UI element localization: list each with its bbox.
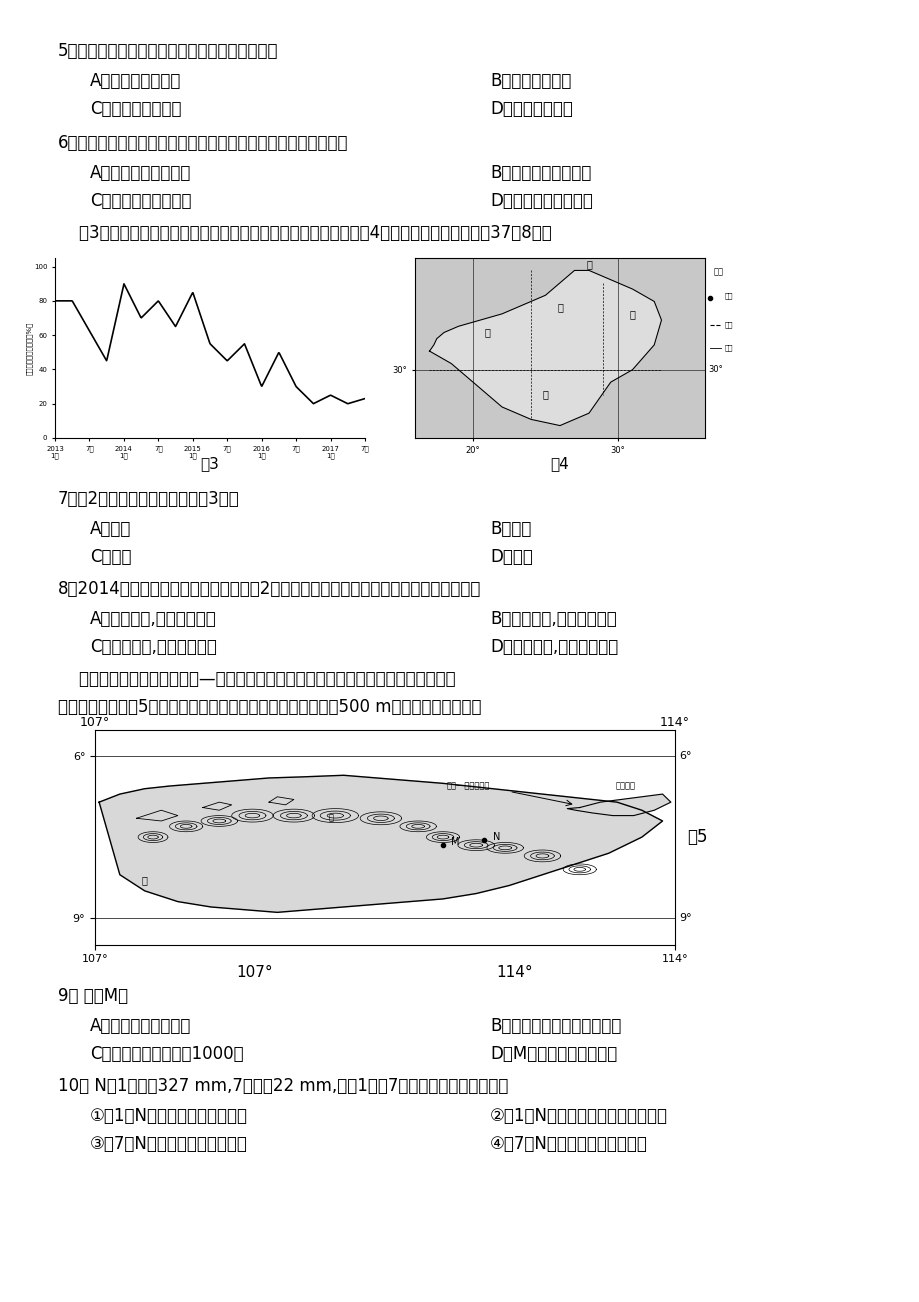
Text: 首都: 首都: [724, 293, 732, 299]
Text: 省界: 省界: [724, 345, 732, 352]
Text: C．大幅度提高养老金: C．大幅度提高养老金: [90, 191, 191, 210]
Text: C．海拔最高点不低于1000米: C．海拔最高点不低于1000米: [90, 1046, 244, 1062]
Text: B．乙省: B．乙省: [490, 519, 531, 538]
Text: 中国援建印度尼西亚的泗水—马都拉大桥是东南亚最大的跨海大桥，大桥连接爬哇岛: 中国援建印度尼西亚的泗水—马都拉大桥是东南亚最大的跨海大桥，大桥连接爬哇岛: [58, 669, 455, 687]
Text: A．向斜形成的褖纹山: A．向斜形成的褖纹山: [90, 1017, 191, 1035]
Text: A．人口扔养比较高: A．人口扔养比较高: [90, 72, 181, 90]
Text: C．男性劳动技能低: C．男性劳动技能低: [90, 100, 181, 118]
Text: 丙: 丙: [629, 309, 635, 319]
Text: 马都拉岛: 马都拉岛: [615, 781, 635, 790]
Text: 丁: 丁: [542, 389, 548, 400]
Text: D．家庭总收入低: D．家庭总收入低: [490, 100, 573, 118]
Text: A．甲省: A．甲省: [90, 519, 131, 538]
Text: 国界: 国界: [724, 322, 732, 328]
Polygon shape: [429, 271, 661, 426]
Text: D．丁省: D．丁省: [490, 548, 532, 565]
Text: B．岩层断裂形成的块状山地: B．岩层断裂形成的块状山地: [490, 1017, 620, 1035]
Text: 30°: 30°: [707, 366, 721, 374]
Text: B．蜗发加强,水分大量丧失: B．蜗发加强,水分大量丧失: [490, 609, 616, 628]
Text: 10． N地1月降水327 mm,7月降水22 mm,造成1月和7月降水差异的主要原因有: 10． N地1月降水327 mm,7月降水22 mm,造成1月和7月降水差异的主…: [58, 1077, 508, 1095]
Text: B．身体素质较好: B．身体素质较好: [490, 72, 571, 90]
Text: 图例: 图例: [713, 267, 723, 276]
Text: ③．7月N地受干燥的东北风影响: ③．7月N地受干燥的东北风影响: [90, 1135, 247, 1154]
Text: 107°: 107°: [80, 716, 110, 729]
Text: 图4: 图4: [550, 456, 569, 471]
Text: 8．2014年以来，该省多处水库出现与图2所示蓄水量相似的变化趋势，最有可能的原因是: 8．2014年以来，该省多处水库出现与图2所示蓄水量相似的变化趋势，最有可能的原…: [58, 579, 481, 598]
Text: 7．图2所示的水库，可能位于图3中的: 7．图2所示的水库，可能位于图3中的: [58, 490, 240, 508]
Text: B．适当推迟退休年龄: B．适当推迟退休年龄: [490, 164, 591, 182]
Text: C．丙省: C．丙省: [90, 548, 131, 565]
Text: ①．1月N地位于西北风的迎风坡: ①．1月N地位于西北风的迎风坡: [90, 1107, 248, 1125]
Polygon shape: [567, 794, 670, 815]
Text: 高: 高: [328, 814, 334, 823]
Polygon shape: [136, 810, 177, 822]
Text: 图3: 图3: [200, 456, 220, 471]
Text: 爪: 爪: [142, 875, 147, 885]
Text: ④．7月N地位于东南风的背风坡: ④．7月N地位于东南风的背风坡: [490, 1135, 647, 1154]
Text: 6°: 6°: [678, 751, 691, 762]
Polygon shape: [268, 797, 293, 805]
Text: 图3为南非某省最大水库的蓄水量占总库容比重的变化曲线图，图4为南非区域图，据此完成37～8题。: 图3为南非某省最大水库的蓄水量占总库容比重的变化曲线图，图4为南非区域图，据此完…: [58, 224, 551, 242]
Text: 图5: 图5: [686, 828, 707, 846]
Text: 甲: 甲: [484, 328, 490, 337]
Text: M: M: [451, 837, 460, 848]
Text: 6．要改变中国城镇女性劳动参与率状况，政府最宜采取的措施是: 6．要改变中国城镇女性劳动参与率状况，政府最宜采取的措施是: [58, 134, 348, 152]
Text: 和马都拉岛。下图5为爬哇岛和马都拉岛等高线地形图（等高距500 m），完成下列问题。: 和马都拉岛。下图5为爬哇岛和马都拉岛等高线地形图（等高距500 m），完成下列问…: [58, 698, 481, 716]
Text: C．经济发展,淡水需求增多: C．经济发展,淡水需求增多: [90, 638, 217, 656]
Text: A．气候异常,降水大幅减少: A．气候异常,降水大幅减少: [90, 609, 217, 628]
Text: 114°: 114°: [496, 965, 533, 979]
Text: 甲: 甲: [585, 259, 591, 270]
Text: A．开发老年保健产品: A．开发老年保健产品: [90, 164, 191, 182]
Text: D．管理混乱,淡水浪费严重: D．管理混乱,淡水浪费严重: [490, 638, 618, 656]
Text: D．M山基带为热带草原带: D．M山基带为热带草原带: [490, 1046, 617, 1062]
Text: 乙: 乙: [557, 302, 562, 312]
Text: 9． 图中M山: 9． 图中M山: [58, 987, 128, 1005]
Text: N: N: [493, 832, 500, 842]
Text: 107°: 107°: [236, 965, 273, 979]
Text: ②．1月N地受赤道低气压带北移影响: ②．1月N地受赤道低气压带北移影响: [490, 1107, 667, 1125]
Text: 泗水—马都拉大桥: 泗水—马都拉大桥: [446, 781, 489, 790]
Text: D．消除劳动性别歧视: D．消除劳动性别歧视: [490, 191, 592, 210]
Text: 114°: 114°: [659, 716, 689, 729]
Polygon shape: [99, 775, 662, 913]
Text: 5．中国农村户口女性劳动参与率高的主要原因是: 5．中国农村户口女性劳动参与率高的主要原因是: [58, 42, 278, 60]
Polygon shape: [202, 802, 232, 810]
Text: 9°: 9°: [678, 913, 691, 923]
Y-axis label: 蓄水量占总库容比重（%）: 蓄水量占总库容比重（%）: [26, 322, 32, 375]
